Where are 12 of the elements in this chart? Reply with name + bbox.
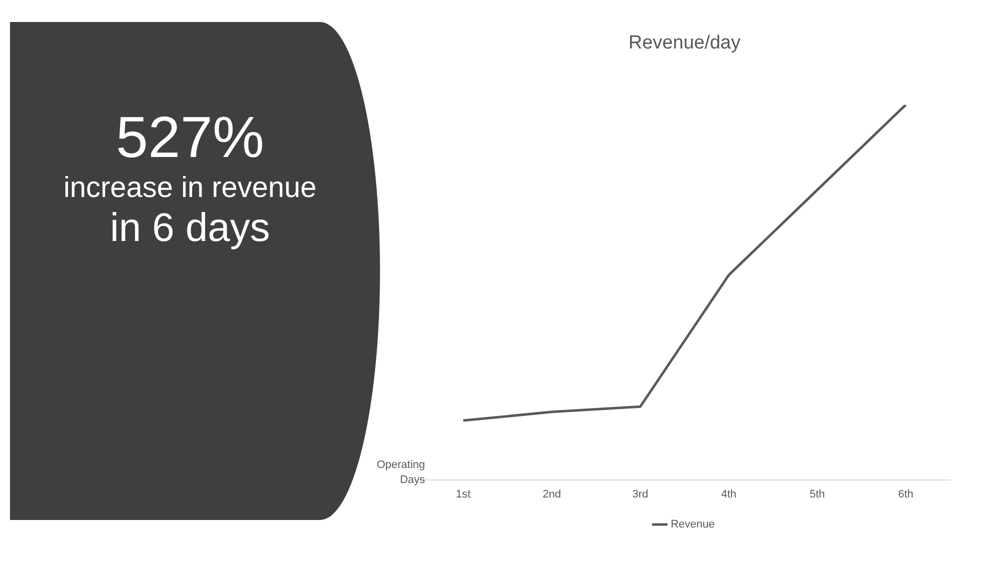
x-tick-label: 2nd [542,488,561,500]
x-axis-title: Operating Days [376,458,425,488]
text: 527% [114,105,266,172]
chart-title: Revenue/day [628,32,741,54]
x-tick-label: 3rd [632,488,648,500]
text: in 6 days [108,205,272,252]
x-tick-label: 6th [898,488,914,500]
legend-label: Revenue [670,518,715,531]
text: increase in revenue [62,172,318,206]
x-tick-label: 1st [456,488,471,500]
x-tick-label: 4th [721,488,736,500]
x-tick-label: 5th [810,488,825,500]
